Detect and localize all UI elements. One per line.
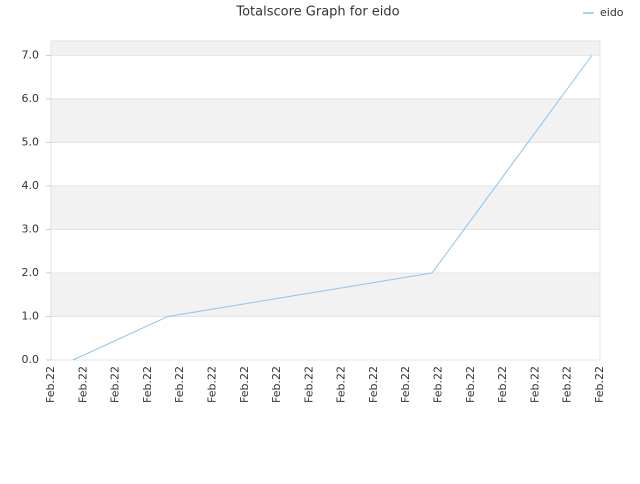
y-tick-label: 0.0 [22,353,40,366]
x-tick-label: Feb.22 [335,366,348,403]
legend-label: eido [600,6,624,19]
y-tick-label: 5.0 [22,135,40,148]
x-tick-label: Feb.22 [302,366,315,403]
x-tick-label: Feb.22 [173,366,186,403]
y-tick-label: 2.0 [22,266,40,279]
y-tick-label: 1.0 [22,309,40,322]
y-tick-label: 3.0 [22,222,40,235]
x-tick-label: Feb.22 [44,366,57,403]
band [51,272,600,317]
x-tick-label: Feb.22 [561,366,574,403]
x-tick-label: Feb.22 [141,366,154,403]
band [51,98,600,143]
x-tick-label: Feb.22 [205,366,218,403]
chart-title: Totalscore Graph for eido [235,5,399,20]
x-tick-label: Feb.22 [528,366,541,403]
y-tick-label: 6.0 [22,92,40,105]
band [51,185,600,230]
x-tick-label: Feb.22 [76,366,89,403]
x-tick-label: Feb.22 [270,366,283,403]
x-tick-label: Feb.22 [496,366,509,403]
x-tick-label: Feb.22 [367,366,380,403]
y-tick-label: 7.0 [22,48,40,61]
x-tick-label: Feb.22 [593,366,606,403]
band [51,41,600,56]
x-tick-label: Feb.22 [399,366,412,403]
x-tick-label: Feb.22 [464,366,477,403]
y-tick-label: 4.0 [22,179,40,192]
x-tick-label: Feb.22 [238,366,251,403]
x-tick-label: Feb.22 [432,366,445,403]
data-line [72,55,593,361]
x-tick-label: Feb.22 [109,366,122,403]
